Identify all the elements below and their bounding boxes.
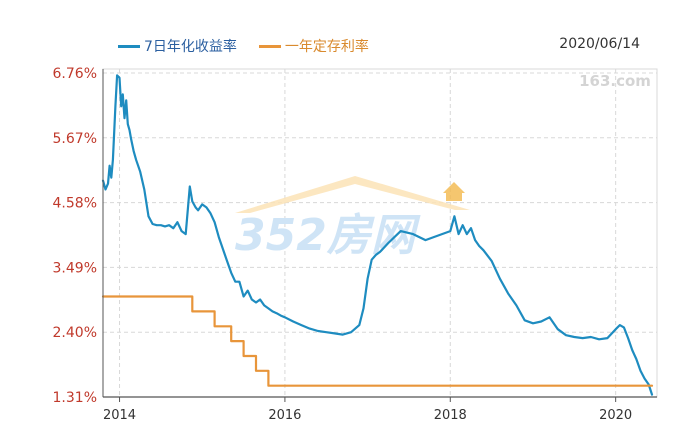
x-tick-label: 2016 (268, 408, 301, 423)
date-label: 2020/06/14 (559, 36, 640, 52)
legend-swatch-yield (118, 44, 140, 48)
legend-item-deposit[interactable]: 一年定存利率 (258, 36, 369, 56)
legend-item-yield[interactable]: 7日年化收益率 (118, 36, 237, 56)
chart-legend: 7日年化收益率 一年定存利率 (118, 36, 369, 56)
watermark-163: 163.com (579, 72, 651, 90)
watermark-house-icon (443, 182, 465, 201)
y-tick-label: 5.67% (53, 131, 97, 147)
y-tick-label: 2.40% (53, 325, 97, 341)
legend-label-deposit: 一年定存利率 (284, 39, 369, 55)
x-tick-label: 2014 (103, 408, 136, 423)
watermark-roof-icon (235, 176, 470, 213)
series-line-deposit (101, 295, 654, 387)
watermark-352: 352房网 (235, 210, 421, 261)
legend-swatch-deposit (258, 44, 281, 48)
y-tick-label: 1.31% (53, 390, 97, 406)
y-tick-label: 4.58% (53, 196, 97, 212)
x-tick-label: 2020 (599, 408, 632, 423)
legend-label-yield: 7日年化收益率 (144, 39, 237, 55)
x-tick-label: 2018 (434, 408, 467, 423)
y-tick-label: 3.49% (53, 260, 97, 276)
y-tick-label: 6.76% (53, 66, 97, 82)
series-line-yield (101, 74, 654, 396)
